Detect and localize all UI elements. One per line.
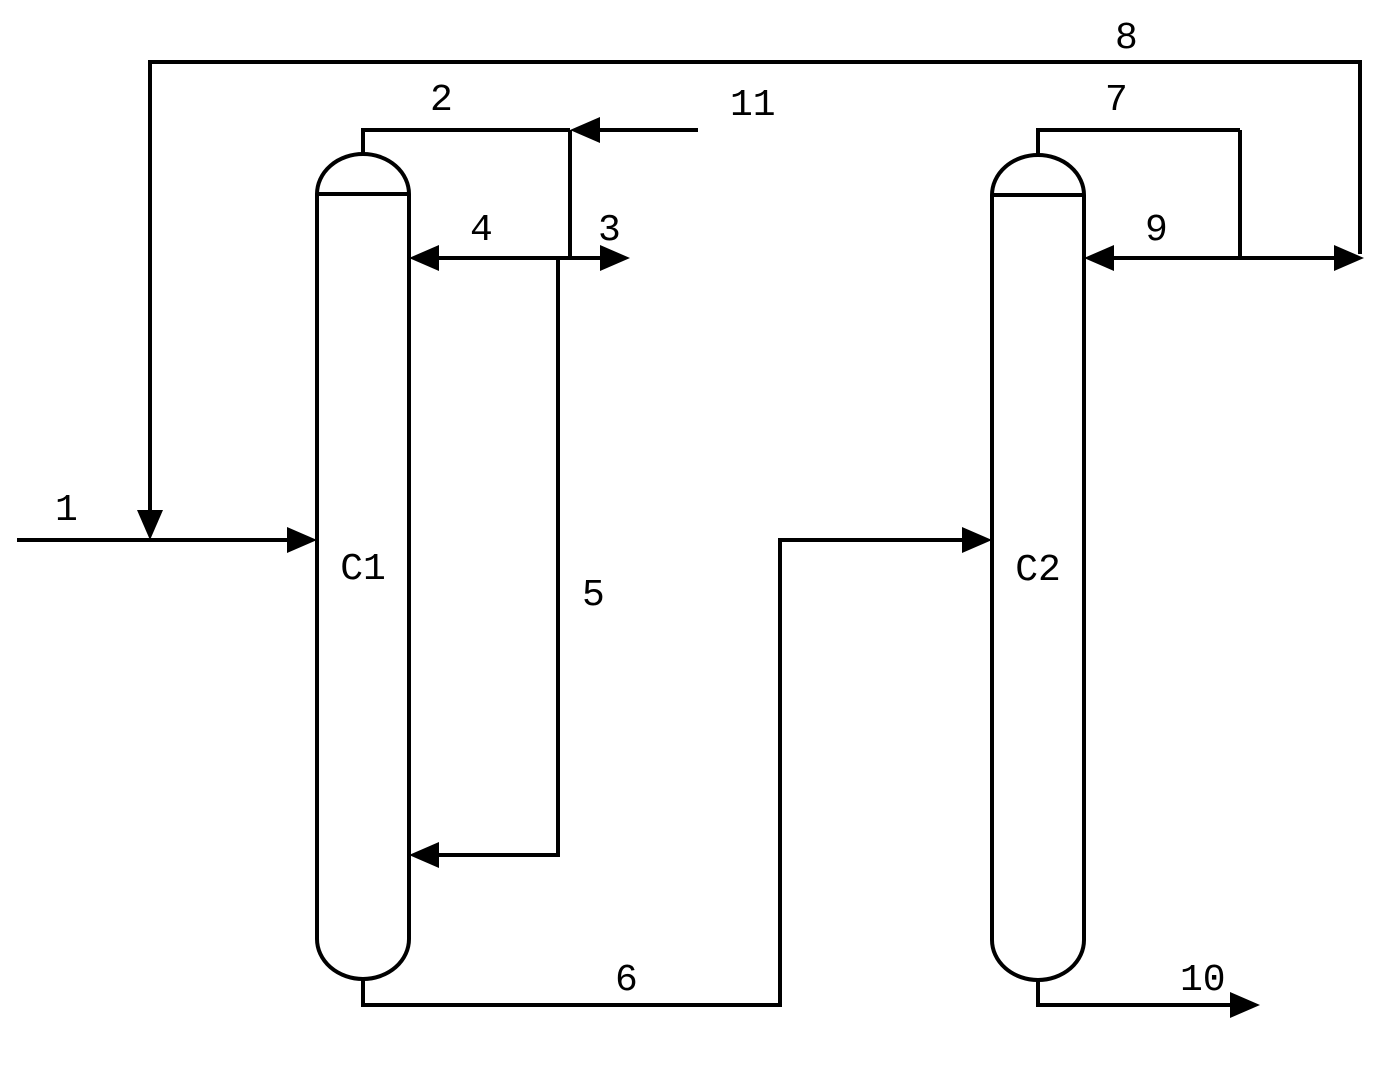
stream-2-line [363,130,570,154]
stream-6: 6 [363,527,992,1005]
stream-6-line [363,540,974,1005]
stream-11: 11 [570,84,776,143]
stream-2-label: 2 [430,79,453,122]
stream-90 [1240,245,1364,271]
arrowhead [287,527,317,553]
stream-9-line [1102,130,1240,258]
stream-7: 7 [1038,79,1240,155]
stream-5: 5 [409,258,605,868]
column-C2: C2 [992,155,1084,980]
stream-2: 2 [363,79,570,154]
stream-9: 9 [1084,130,1240,271]
stream-5-label: 5 [582,574,605,617]
stream-1: 1 [17,489,317,553]
stream-11-label: 11 [730,84,776,127]
stream-9-label: 9 [1145,209,1168,252]
arrowhead [570,117,600,143]
arrowhead [962,527,992,553]
stream-7-label: 7 [1105,79,1128,122]
stream-10-label: 10 [1180,959,1226,1002]
stream-4: 4 [409,209,570,271]
stream-3-label: 3 [598,209,621,252]
stream-7-line [1038,130,1240,155]
stream-8-label: 8 [1115,17,1138,60]
stream-6-label: 6 [615,959,638,1002]
column-C1: C1 [317,154,409,979]
stream-5-line [427,258,558,855]
arrowhead [1230,992,1260,1018]
stream-1-label: 1 [55,489,78,532]
stream-4-label: 4 [470,209,493,252]
arrowhead [409,245,439,271]
arrowhead [137,510,163,540]
arrowhead [409,842,439,868]
column-C2-label: C2 [1015,549,1061,592]
arrowhead [1084,245,1114,271]
stream-3: 3 [570,130,630,271]
column-C1-label: C1 [340,548,386,591]
